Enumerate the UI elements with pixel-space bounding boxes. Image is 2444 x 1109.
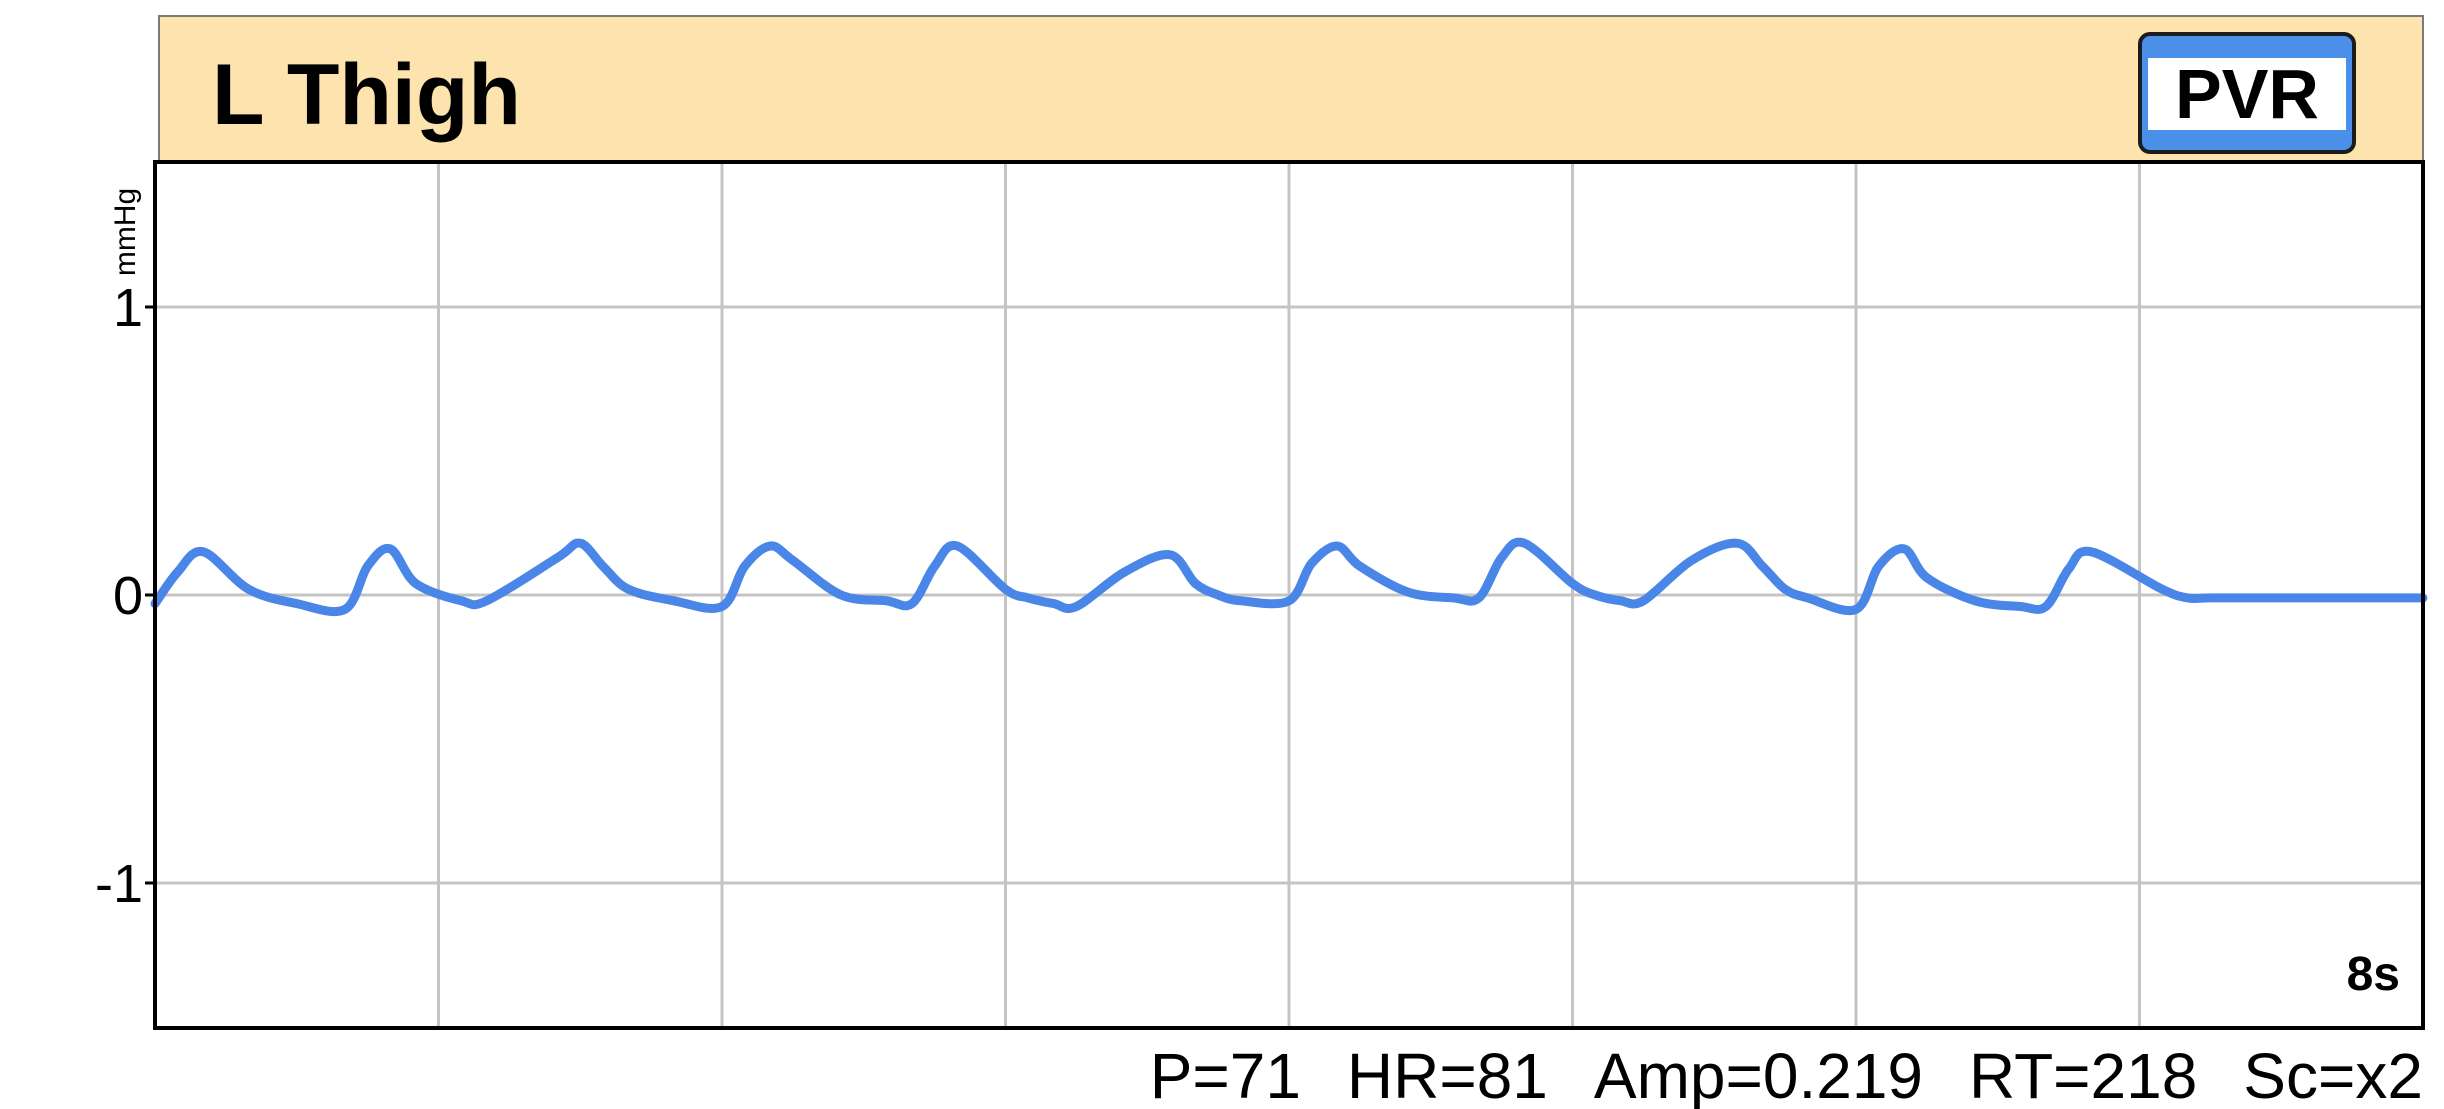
y-tick-label: 0 [113, 566, 143, 626]
panel-title: L Thigh [212, 47, 521, 143]
series-layer [150, 537, 2428, 617]
y-axis-unit-label: mmHg [109, 188, 142, 276]
duration-label: 8s [2347, 948, 2400, 1001]
stat-value: P=71 [1150, 1040, 1301, 1109]
badge-label: PVR [2175, 55, 2319, 133]
pvr-badge[interactable]: PVR [2138, 32, 2356, 154]
pvr-waveform-line [150, 537, 2428, 617]
stat-value: Amp=0.219 [1594, 1040, 1923, 1109]
y-tick-label: 1 [113, 278, 143, 338]
panel-header [158, 15, 2424, 163]
y-tick-label: -1 [95, 854, 143, 914]
stat-value: Sc=x2 [2243, 1040, 2423, 1109]
stat-value: HR=81 [1347, 1040, 1548, 1109]
plot-frame [153, 160, 2425, 1030]
y-axis: 1 0 -1 mmHg [95, 188, 155, 914]
stat-value: RT=218 [1969, 1040, 2197, 1109]
stats-row: P=71 HR=81 Amp=0.219 RT=218 Sc=x2 [1150, 1040, 2423, 1109]
